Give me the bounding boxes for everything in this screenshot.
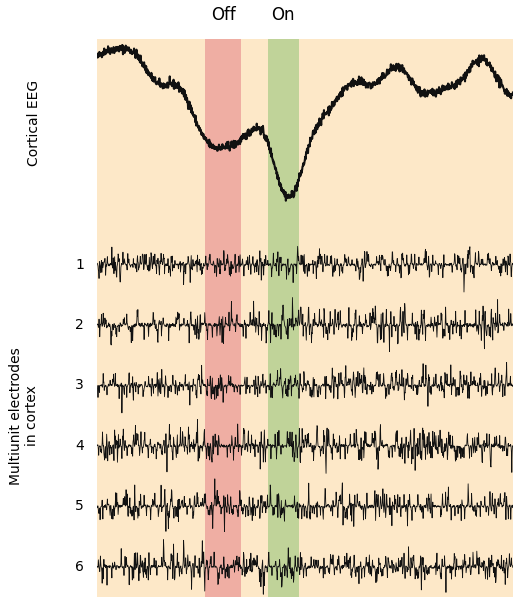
Bar — [205, 39, 241, 206]
Bar — [268, 39, 299, 206]
Bar — [268, 234, 299, 295]
Text: 2: 2 — [75, 318, 84, 332]
Bar — [205, 476, 241, 536]
Bar — [205, 355, 241, 416]
Bar — [205, 416, 241, 476]
Bar — [205, 234, 241, 295]
Bar — [268, 295, 299, 355]
Bar — [205, 295, 241, 355]
Text: Cortical EEG: Cortical EEG — [27, 80, 41, 166]
Bar — [268, 536, 299, 597]
Text: 6: 6 — [75, 560, 84, 574]
Text: Multiunit electrodes
in cortex: Multiunit electrodes in cortex — [8, 347, 39, 485]
Text: 1: 1 — [75, 257, 84, 272]
Bar — [268, 355, 299, 416]
Text: Off: Off — [210, 6, 236, 24]
Text: 5: 5 — [75, 499, 84, 514]
Text: 4: 4 — [75, 439, 84, 453]
Bar — [268, 39, 299, 597]
Bar — [205, 536, 241, 597]
Text: 3: 3 — [75, 379, 84, 392]
Text: On: On — [271, 6, 295, 24]
Bar — [268, 476, 299, 536]
Bar — [205, 39, 241, 597]
Bar — [268, 416, 299, 476]
